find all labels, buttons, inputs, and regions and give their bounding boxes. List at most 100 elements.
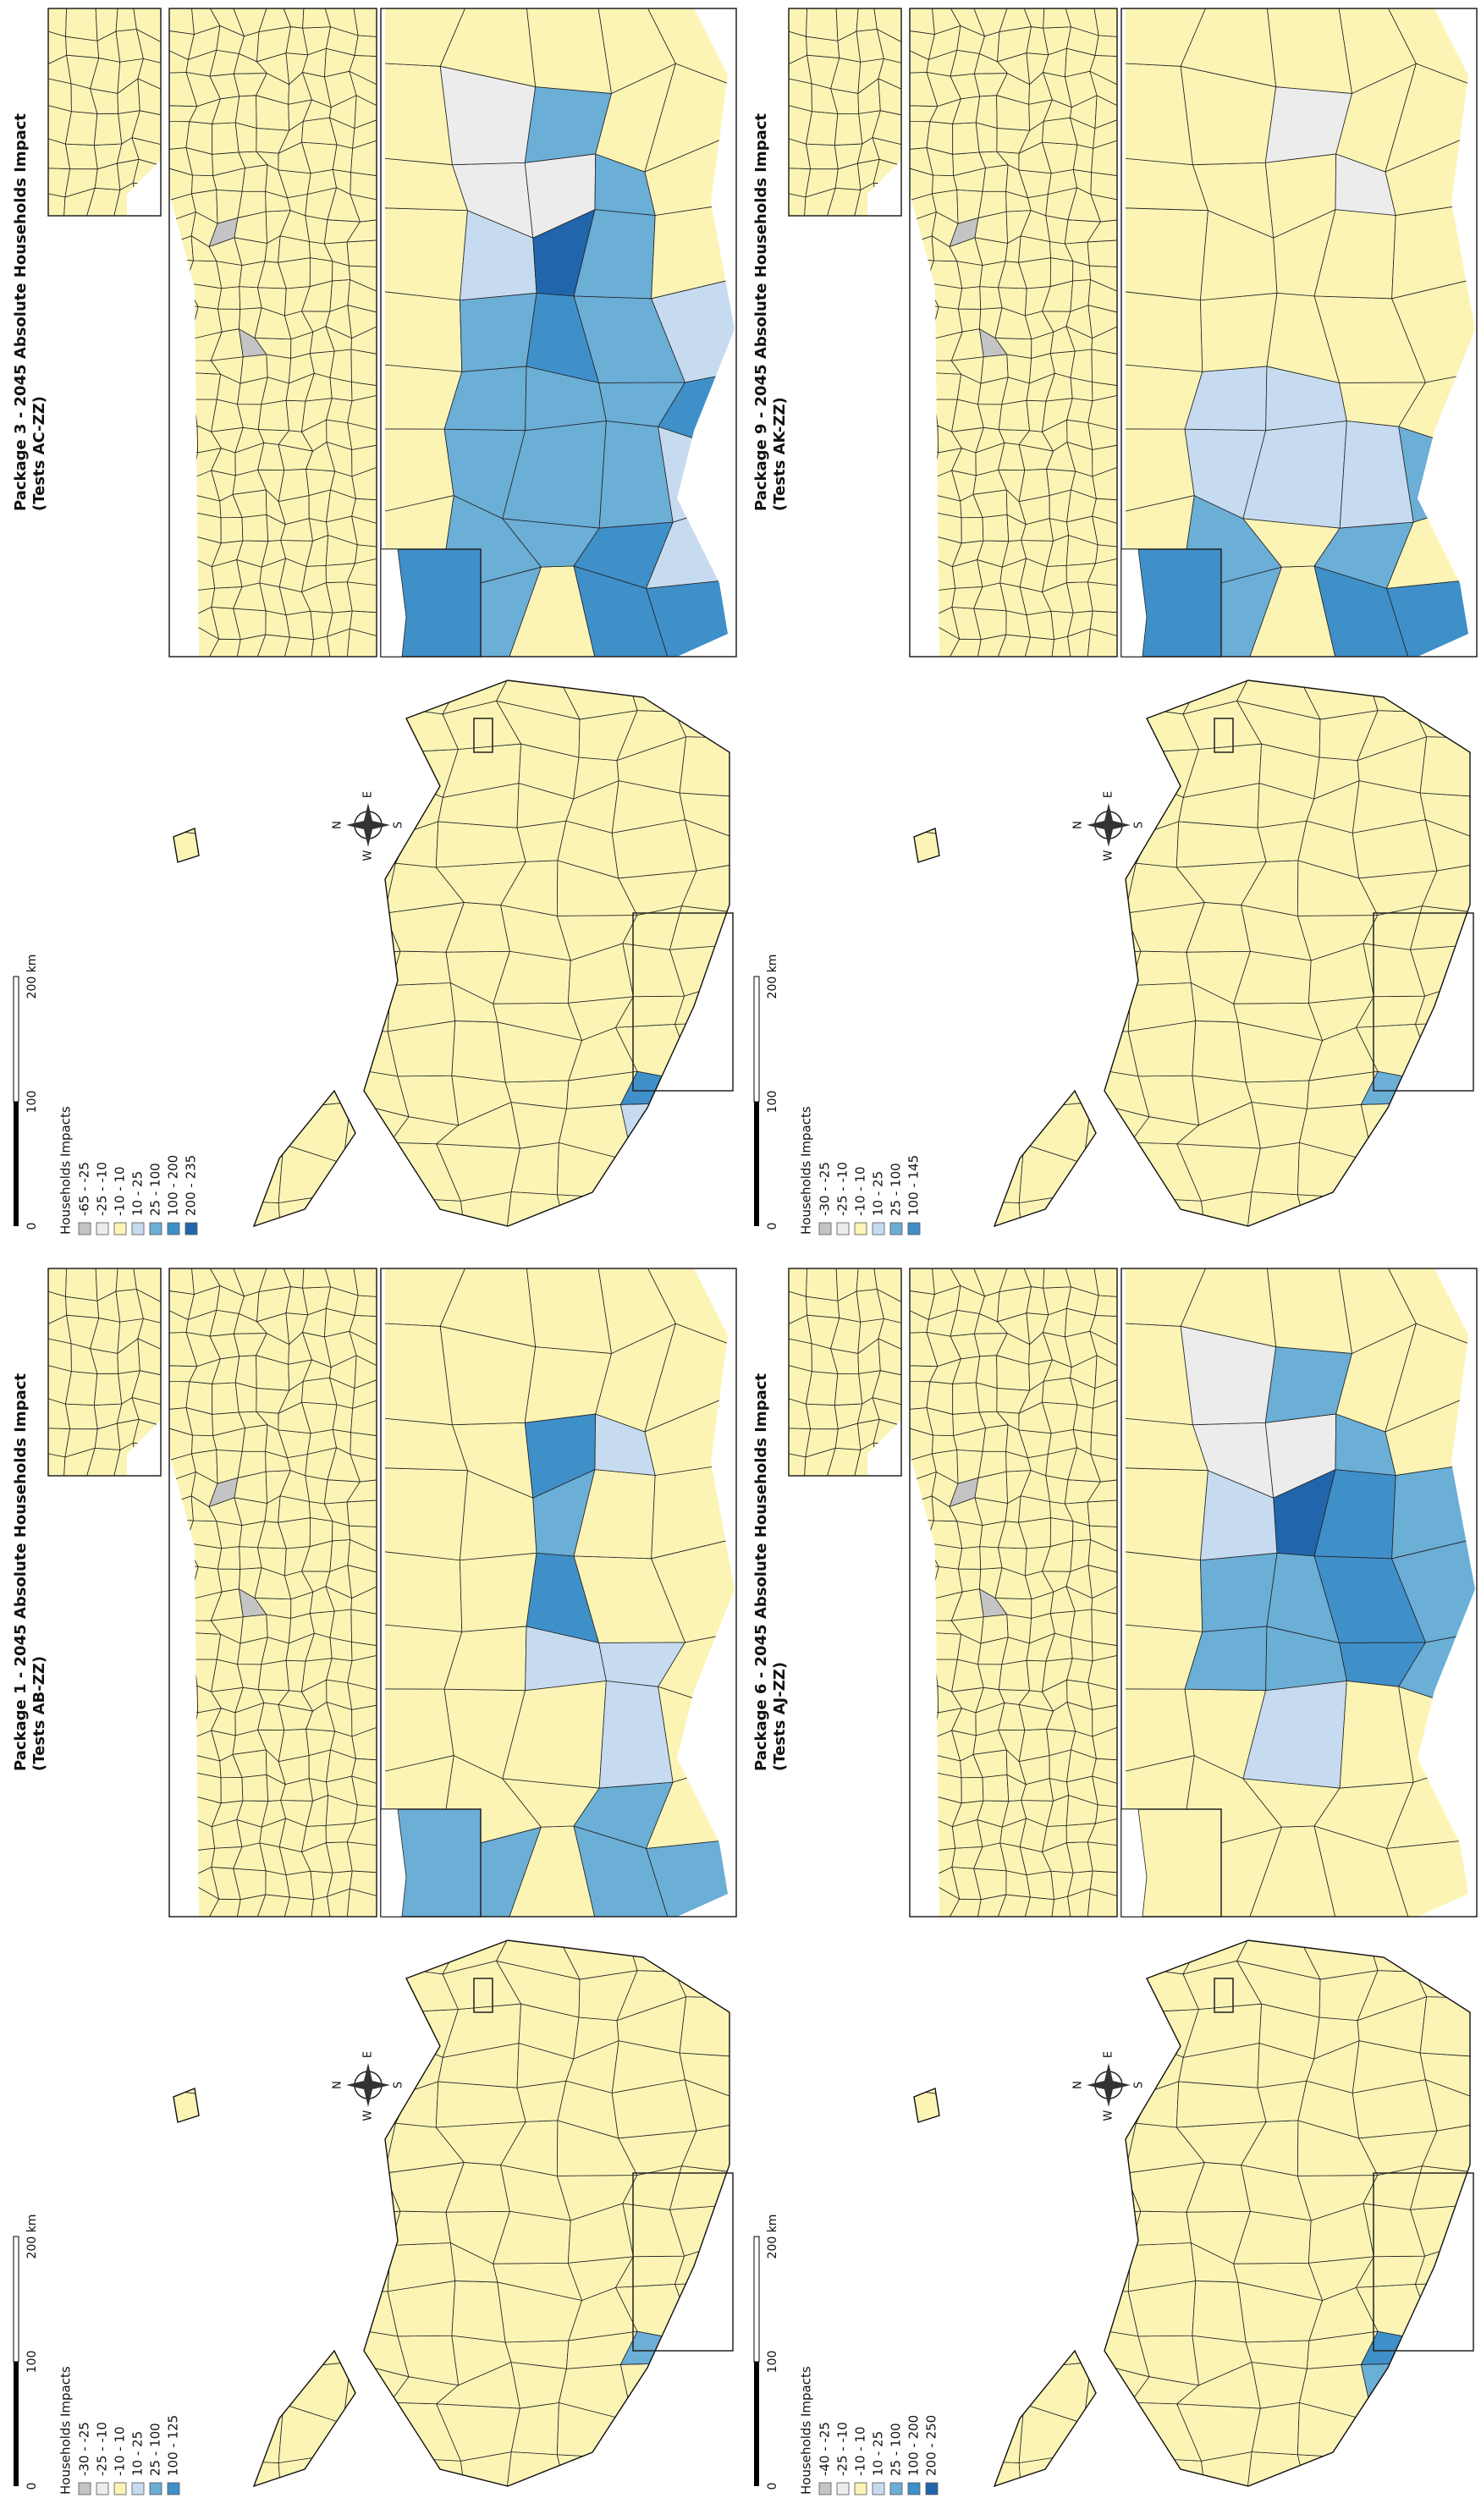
scale-label: 100 <box>766 2351 779 2374</box>
region <box>216 2251 294 2292</box>
region <box>208 1940 283 1981</box>
coastline <box>913 2088 940 2123</box>
region <box>64 1403 98 1430</box>
region <box>331 950 401 986</box>
legend-label: -10 - 10 <box>853 1166 868 1216</box>
region <box>287 982 333 1033</box>
region <box>95 8 118 41</box>
compass: N E S W <box>1072 2051 1146 2121</box>
region <box>1391 1462 1475 1560</box>
region <box>914 1940 960 1981</box>
region <box>968 871 1034 921</box>
region <box>302 8 332 29</box>
regions <box>789 8 901 216</box>
regions <box>910 8 1117 657</box>
region <box>949 707 1025 749</box>
region <box>872 1370 901 1406</box>
compass: N E S W <box>1072 791 1146 861</box>
compass-letter: E <box>1103 791 1115 798</box>
region <box>1023 8 1045 29</box>
region <box>932 1268 961 1296</box>
region <box>214 2204 294 2262</box>
region <box>325 1031 399 1077</box>
region <box>265 680 344 709</box>
legend-label: -25 - -10 <box>95 1162 110 1216</box>
legend-label: 25 - 100 <box>148 2423 163 2476</box>
region <box>955 944 1034 1002</box>
region <box>1023 1268 1045 1289</box>
region <box>914 2089 976 2132</box>
region <box>347 278 377 313</box>
region <box>1419 736 1470 797</box>
scale-label: 0 <box>766 1223 779 1230</box>
region <box>1089 1330 1117 1367</box>
region <box>1062 862 1137 914</box>
region <box>355 544 377 564</box>
region <box>914 747 977 794</box>
inset-frame <box>909 1268 1118 1918</box>
region <box>460 292 537 372</box>
region <box>322 2122 396 2174</box>
region <box>1126 207 1208 301</box>
scale-bar <box>13 2236 19 2363</box>
region <box>1087 305 1117 339</box>
region <box>291 2086 326 2143</box>
scale-label: 200 km <box>766 955 779 999</box>
legend-label: 10 - 25 <box>871 2431 886 2476</box>
region <box>336 680 396 709</box>
region <box>217 286 241 310</box>
region <box>669 1141 729 1207</box>
inset-frame <box>788 8 902 217</box>
legend-label: 25 - 100 <box>889 1163 904 1216</box>
region <box>342 1967 410 2012</box>
region <box>208 680 283 721</box>
region <box>351 515 377 547</box>
region <box>914 869 976 921</box>
region <box>1297 2454 1374 2486</box>
region <box>93 113 123 146</box>
regions <box>914 1940 1470 2486</box>
detail-extent <box>632 912 734 1092</box>
region <box>914 991 963 1032</box>
region <box>48 8 67 37</box>
region <box>1006 1996 1093 2049</box>
region <box>835 8 859 41</box>
legend-swatch <box>96 2482 109 2495</box>
region <box>1126 1467 1208 1561</box>
map-panel: 0 100 200 km Households Impacts -30 - -25 -25… <box>752 8 1478 1235</box>
region <box>212 1382 239 1415</box>
region <box>973 1268 1008 1297</box>
region <box>212 122 239 155</box>
region <box>1419 2052 1470 2099</box>
region <box>1087 1818 1117 1846</box>
detail-extent <box>1373 912 1474 1092</box>
region <box>1409 2401 1470 2467</box>
region <box>115 8 137 32</box>
region <box>1362 2458 1420 2486</box>
region <box>914 944 958 993</box>
region <box>1092 1758 1117 1784</box>
regions <box>910 1268 1117 1917</box>
region <box>272 2122 355 2174</box>
region <box>228 2086 300 2143</box>
region <box>1065 1031 1139 1077</box>
scale-label: 100 <box>766 1091 779 1114</box>
region <box>1091 140 1117 176</box>
legend-label: 100 - 125 <box>166 2415 181 2476</box>
region <box>131 137 161 167</box>
region <box>216 991 294 1032</box>
region <box>1006 2324 1093 2371</box>
coastline <box>173 2088 200 2123</box>
region <box>914 2007 977 2054</box>
region <box>805 111 839 146</box>
region <box>968 2131 1034 2181</box>
region <box>209 8 245 37</box>
region <box>346 1499 377 1527</box>
coastline <box>913 828 940 863</box>
region <box>957 1109 1025 1166</box>
region <box>228 826 300 883</box>
region <box>1087 1479 1117 1503</box>
region <box>173 1025 223 1073</box>
region <box>267 2282 333 2345</box>
